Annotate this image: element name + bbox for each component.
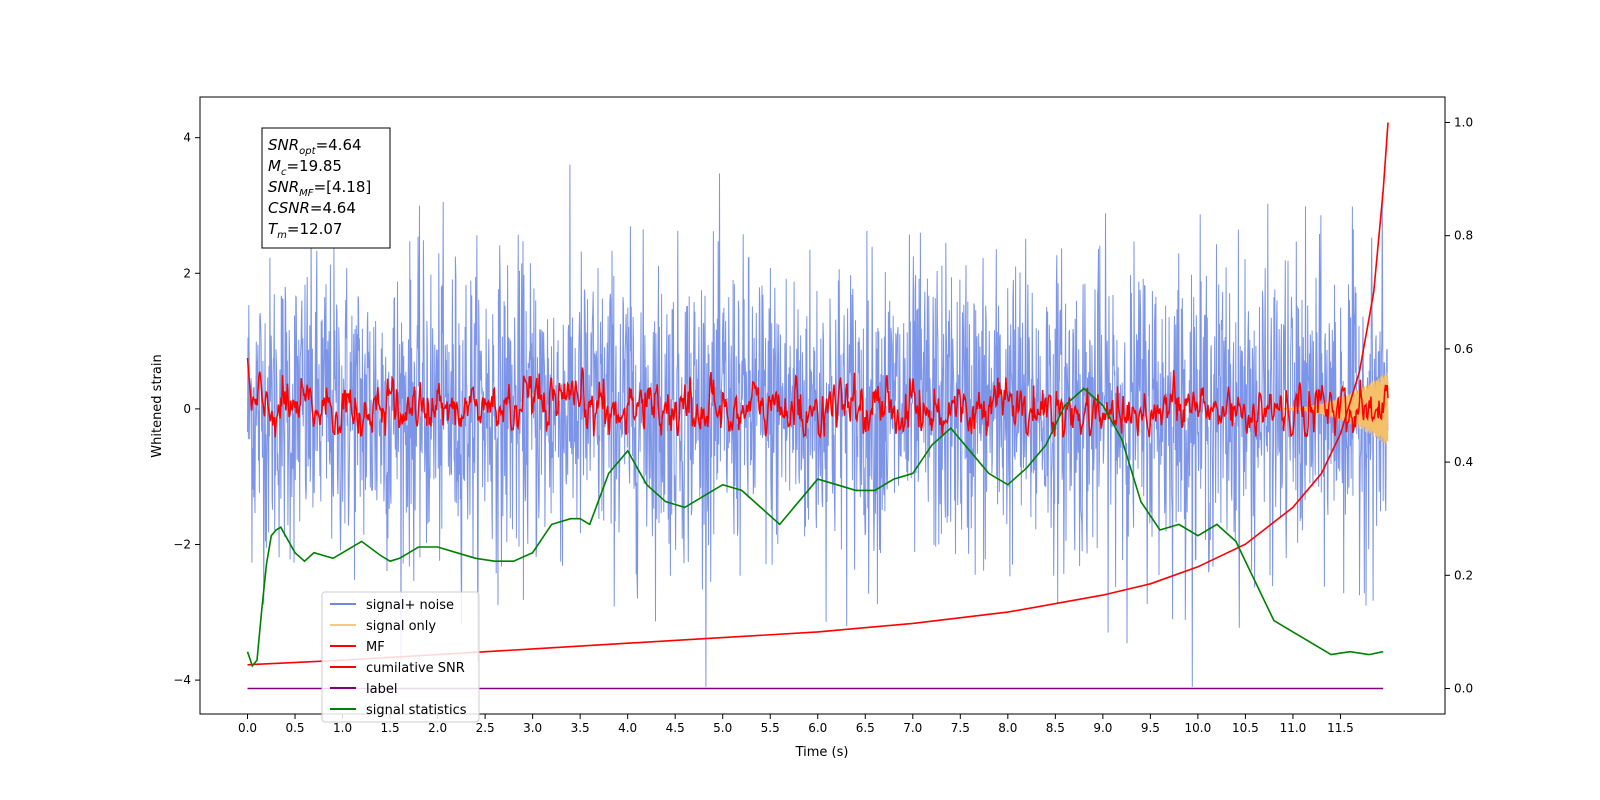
legend-frame: [321, 591, 480, 723]
x-tick-label: 5.0: [713, 721, 732, 735]
x-tick-label: 4.5: [666, 721, 685, 735]
y-tick-label-right: 1.0: [1454, 115, 1473, 129]
annotation-line: SNRopt=4.64: [268, 136, 362, 157]
legend-entry: signal+ noise: [366, 598, 454, 613]
y-tick-label-left: −4: [173, 673, 191, 687]
x-tick-label: 1.0: [333, 721, 352, 735]
annotation-line: CSNR=4.64: [268, 199, 356, 217]
y-tick-label-left: 0: [183, 402, 191, 416]
y-axis-left: 4 2 0 −2 −4: [173, 131, 200, 687]
series-mf: [246, 357, 1389, 439]
series-cumulative-snr: [247, 122, 1389, 666]
y-tick-label-left: −2: [173, 537, 191, 551]
x-tick-label: 9.5: [1141, 721, 1160, 735]
x-tick-label: 3.0: [523, 721, 542, 735]
y-tick-label-left: 2: [183, 266, 191, 280]
y-tick-label-right: 0.6: [1454, 342, 1473, 356]
x-tick-label: 4.0: [618, 721, 637, 735]
x-tick-label: 10.5: [1232, 721, 1259, 735]
x-tick-label: 9.0: [1093, 721, 1112, 735]
y-axis-label: Whitened strain: [150, 354, 165, 457]
x-tick-label: 0.5: [285, 721, 304, 735]
x-axis: 0.0 0.5 1.0 1.5 2.0 2.5 3.0 3.5 4.0 4.5 5.0 5.5 6.0 6…: [238, 714, 1354, 735]
x-tick-label: 2.5: [476, 721, 495, 735]
legend-entry: signal statistics: [366, 703, 467, 718]
y-tick-label-left: 4: [183, 131, 191, 145]
x-tick-label: 6.5: [856, 721, 875, 735]
x-tick-label: 0.0: [238, 721, 257, 735]
series-signal-only: [1273, 372, 1389, 445]
y-tick-label-right: 0.8: [1454, 229, 1473, 243]
x-axis-label: Time (s): [795, 745, 849, 760]
x-tick-label: 3.5: [571, 721, 590, 735]
annotation-box: SNRopt=4.64Mc=19.85SNRMF=[4.18]CSNR=4.64…: [261, 127, 391, 249]
plot-frame: [199, 96, 1446, 715]
annotation-line: Tm=12.07: [268, 220, 342, 241]
y-axis-right: 1.0 0.8 0.6 0.4 0.2 0.0: [1445, 115, 1473, 696]
legend: signal+ noise signal only MF cumilative SNR…: [321, 591, 480, 723]
x-tick-label: 2.0: [428, 721, 447, 735]
legend-entry: label: [366, 682, 397, 697]
x-tick-label: 7.5: [951, 721, 970, 735]
x-tick-label: 11.0: [1280, 721, 1307, 735]
x-tick-label: 1.5: [381, 721, 400, 735]
legend-entry: cumilative SNR: [366, 661, 465, 676]
legend-entry: MF: [366, 640, 385, 655]
x-tick-label: 7.0: [903, 721, 922, 735]
annotation-line: Mc=19.85: [268, 157, 342, 178]
y-tick-label-right: 0.0: [1454, 682, 1473, 696]
x-tick-label: 8.0: [998, 721, 1017, 735]
legend-entry: signal only: [366, 619, 436, 634]
annotation-line: SNRMF=[4.18]: [268, 178, 371, 199]
y-tick-label-right: 0.2: [1454, 568, 1473, 582]
annotation-frame: [261, 127, 391, 249]
x-tick-label: 5.5: [761, 721, 780, 735]
x-tick-label: 6.0: [808, 721, 827, 735]
x-tick-label: 10.0: [1185, 721, 1212, 735]
x-tick-label: 11.5: [1327, 721, 1354, 735]
y-tick-label-right: 0.4: [1454, 455, 1473, 469]
series-signal-statistics: [246, 387, 1384, 668]
x-tick-label: 8.5: [1046, 721, 1065, 735]
